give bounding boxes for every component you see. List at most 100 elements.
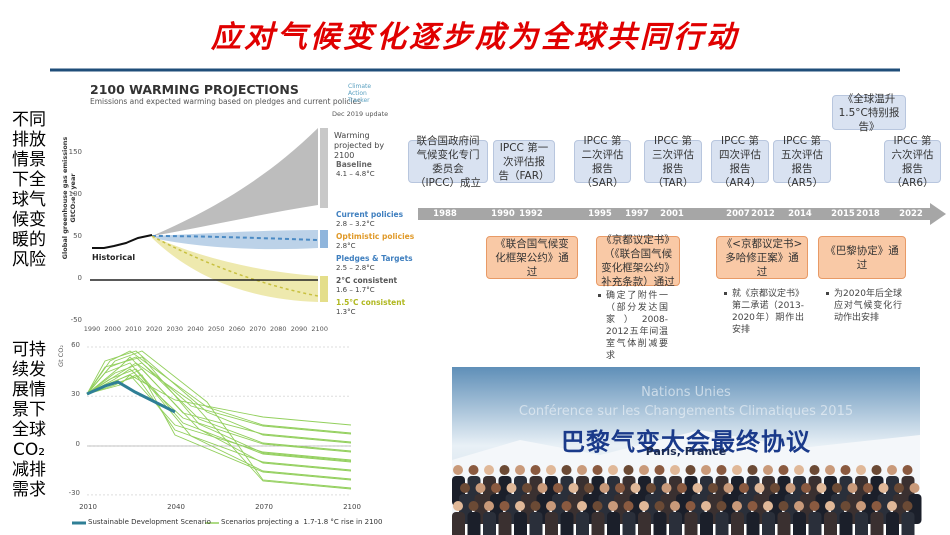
scenario-range: 1.6 – 1.7°C bbox=[336, 286, 375, 294]
consistent-line bbox=[151, 235, 319, 297]
note-bullet bbox=[826, 292, 829, 295]
person-head bbox=[615, 483, 625, 493]
person-body bbox=[545, 512, 558, 535]
person-head bbox=[608, 465, 618, 475]
timeline-bar bbox=[418, 208, 930, 220]
person-head bbox=[654, 501, 665, 511]
person-head bbox=[661, 483, 672, 493]
person-body bbox=[529, 512, 543, 535]
person-body bbox=[824, 512, 837, 535]
report-box: IPCC 第六次评估报告（AR6） bbox=[884, 135, 941, 189]
person-head bbox=[809, 465, 820, 475]
scenario-name: Pledges & Targets bbox=[336, 254, 413, 263]
person-head bbox=[794, 501, 804, 511]
date: Dec 2019 update bbox=[332, 110, 389, 118]
logo: Climate Action Tracker bbox=[348, 83, 372, 104]
photo-line1: Nations Unies bbox=[641, 385, 731, 400]
person-body bbox=[591, 512, 605, 535]
person-head bbox=[453, 465, 463, 475]
timeline-arrow bbox=[930, 203, 946, 225]
person-head bbox=[747, 465, 758, 475]
historical-line bbox=[92, 234, 153, 249]
y-tick-label: -50 bbox=[70, 316, 82, 324]
x-tick-label: 1990 bbox=[83, 325, 101, 333]
person-head bbox=[491, 483, 501, 493]
person-head bbox=[763, 501, 773, 511]
note: 确定了附件一（部分发达国家）2008-2012五年间温室气体削减要求 bbox=[606, 291, 668, 361]
y-tick-label: 60 bbox=[71, 341, 80, 349]
person-head bbox=[732, 501, 742, 511]
x-tick-label: 2030 bbox=[166, 325, 184, 333]
person-body bbox=[622, 512, 636, 535]
note-bullet bbox=[598, 294, 601, 297]
person-body bbox=[777, 512, 791, 535]
person-head bbox=[453, 501, 463, 511]
person-head bbox=[584, 483, 594, 493]
x-tick-label: 2020 bbox=[145, 325, 163, 333]
person-body bbox=[514, 512, 527, 535]
person-head bbox=[685, 465, 696, 475]
year-label: 1988 bbox=[433, 209, 457, 219]
year-label: 2001 bbox=[660, 209, 684, 219]
person-head bbox=[654, 465, 665, 475]
x-tick-label: 2060 bbox=[228, 325, 246, 333]
person-body bbox=[498, 512, 512, 535]
person-head bbox=[670, 465, 680, 475]
person-body bbox=[855, 512, 868, 535]
person-head bbox=[909, 483, 920, 493]
x-tick-label: 2070 bbox=[249, 325, 266, 333]
person-head bbox=[825, 465, 835, 475]
side-label-line: 可持 bbox=[12, 340, 46, 360]
person-head bbox=[553, 483, 563, 493]
person-head bbox=[646, 483, 656, 493]
scenario-line bbox=[86, 368, 352, 453]
person-head bbox=[530, 501, 541, 511]
person-head bbox=[878, 483, 889, 493]
person-head bbox=[561, 465, 572, 475]
scenario-line bbox=[86, 350, 352, 489]
person-body bbox=[684, 512, 698, 535]
person-head bbox=[739, 483, 749, 493]
scenario-range: 2.8 – 3.2°C bbox=[336, 220, 375, 228]
person-head bbox=[708, 483, 718, 493]
person-head bbox=[677, 483, 687, 493]
year-label: 2007 bbox=[726, 209, 750, 219]
person-body bbox=[839, 512, 853, 535]
agreement-box: 《京都议定书》（《联合国气候变化框架公约》补充条款）通过 bbox=[596, 234, 680, 288]
person-head bbox=[499, 465, 510, 475]
person-body bbox=[700, 512, 713, 535]
year-label: 2015 bbox=[831, 209, 855, 219]
side-label-line: 需求 bbox=[12, 480, 46, 500]
scenario-name: 1.5°C consistent bbox=[336, 298, 406, 307]
person-head bbox=[608, 501, 618, 511]
person-head bbox=[561, 501, 572, 511]
side-label-line: 下全 bbox=[12, 170, 46, 190]
y-tick-label: -30 bbox=[68, 488, 80, 497]
person-head bbox=[832, 483, 842, 493]
person-body bbox=[762, 512, 775, 535]
person-head bbox=[770, 483, 780, 493]
year-label: 2012 bbox=[751, 209, 775, 219]
photo-place: Paris, France bbox=[645, 445, 727, 458]
side-label-line: 全球 bbox=[12, 420, 46, 440]
report-box: IPCC 第一次评估报告（FAR） bbox=[493, 140, 555, 183]
x-tick-label: 2040 bbox=[187, 325, 204, 333]
person-head bbox=[856, 465, 866, 475]
person-head bbox=[568, 483, 579, 493]
note: 为2020年后全球应对气候变化行动作出安排 bbox=[834, 289, 902, 323]
person-head bbox=[754, 483, 765, 493]
person-head bbox=[887, 501, 897, 511]
side-label-line: 减排 bbox=[12, 460, 46, 480]
person-head bbox=[747, 501, 758, 511]
person-head bbox=[537, 483, 548, 493]
policy-bar bbox=[320, 230, 328, 248]
side-label-line: 续发 bbox=[12, 360, 46, 380]
person-body bbox=[886, 512, 899, 535]
person-head bbox=[577, 465, 587, 475]
scenario-line bbox=[86, 374, 352, 481]
person-head bbox=[894, 483, 904, 493]
photo-headline: 巴黎气变大会最终协议 bbox=[561, 428, 811, 456]
x-tick-label: 2100 bbox=[311, 325, 328, 333]
side-label-line: 展情 bbox=[12, 380, 46, 400]
